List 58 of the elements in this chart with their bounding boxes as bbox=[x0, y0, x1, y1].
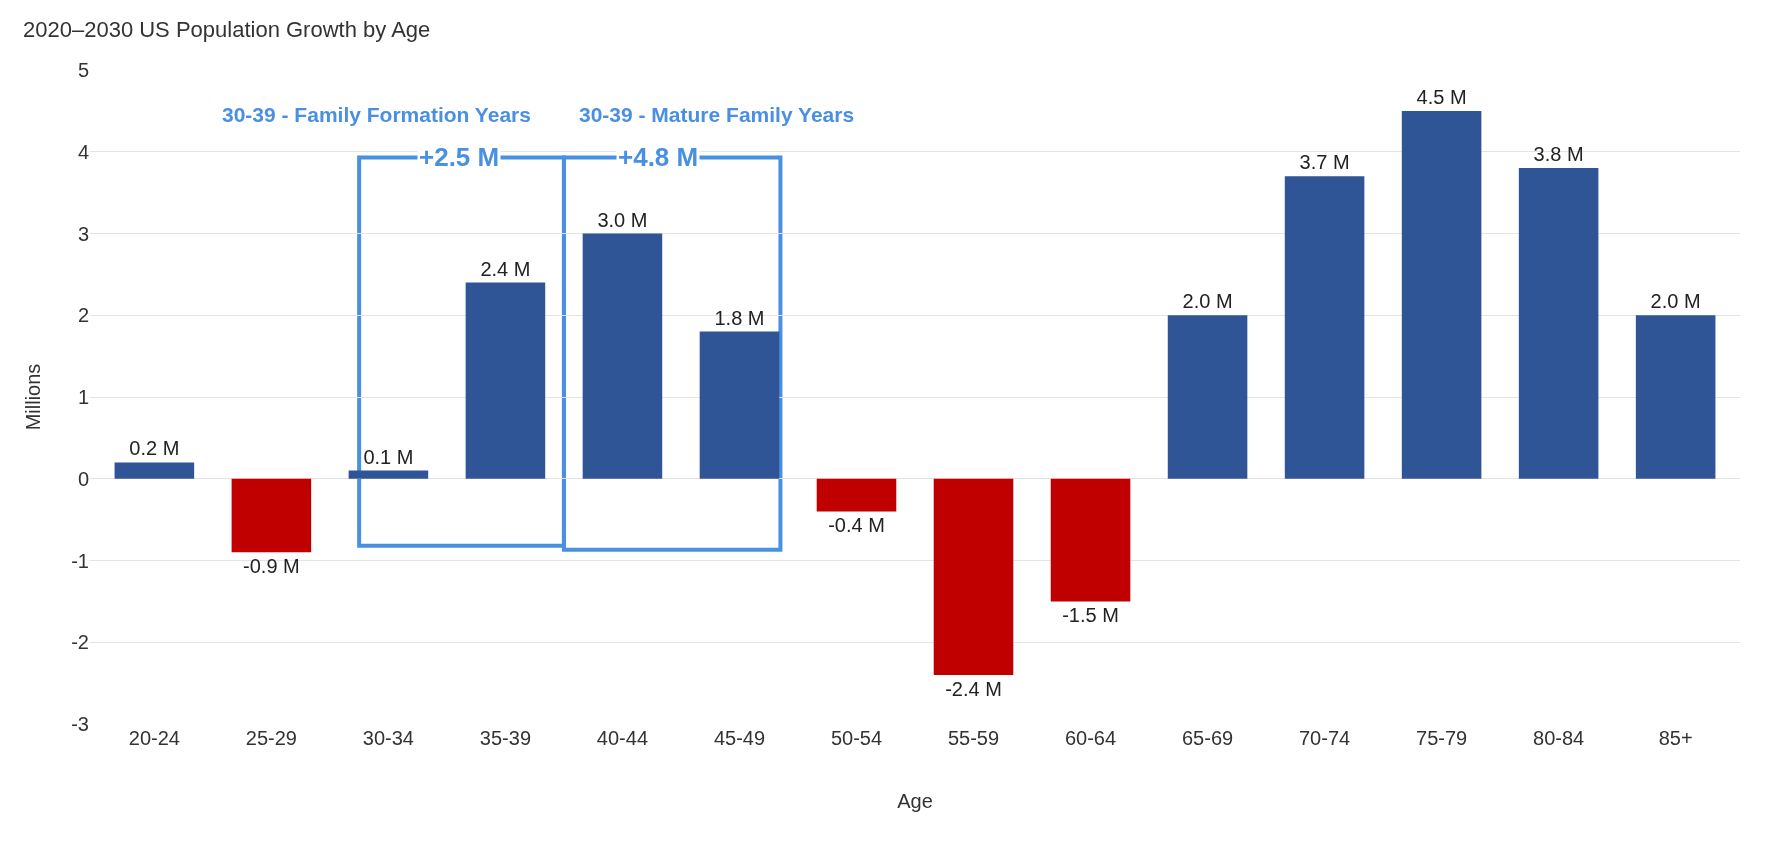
bar bbox=[1401, 110, 1482, 479]
bar bbox=[231, 478, 312, 553]
y-tick-label: -2 bbox=[71, 631, 89, 654]
annotation: 30-39 - Mature Family Years bbox=[579, 103, 855, 126]
bar bbox=[582, 233, 663, 479]
data-label: 2.0 M bbox=[1650, 290, 1701, 313]
x-tick-label: 75-79 bbox=[1416, 727, 1468, 749]
data-label: 3.8 M bbox=[1533, 143, 1584, 166]
y-axis-title: Millions bbox=[21, 363, 44, 431]
y-tick-label: -1 bbox=[71, 549, 89, 572]
bar bbox=[699, 331, 780, 479]
x-tick-label: 55-59 bbox=[947, 727, 1000, 749]
bar bbox=[1284, 176, 1365, 479]
bar bbox=[1050, 478, 1131, 602]
bar bbox=[348, 470, 429, 479]
data-label: -0.9 M bbox=[243, 555, 300, 578]
data-label: 1.8 M bbox=[714, 306, 765, 329]
y-tick-label: 0 bbox=[77, 467, 89, 490]
bar bbox=[1518, 168, 1599, 479]
data-label: -0.4 M bbox=[828, 514, 885, 537]
x-tick-label: 70-74 bbox=[1298, 727, 1351, 749]
x-tick-label: 85+ bbox=[1658, 727, 1693, 749]
bar bbox=[114, 462, 195, 479]
data-label: -1.5 M bbox=[1062, 604, 1119, 627]
chart-title: 2020–2030 US Population Growth by Age bbox=[23, 16, 431, 42]
y-tick-label: 4 bbox=[77, 140, 89, 163]
y-tick-label: -3 bbox=[71, 713, 89, 735]
x-tick-label: 50-54 bbox=[830, 727, 883, 749]
bar bbox=[1167, 315, 1248, 479]
bar bbox=[465, 282, 546, 479]
x-tick-label: 35-39 bbox=[479, 727, 532, 749]
x-tick-label: 20-24 bbox=[128, 727, 180, 749]
x-tick-label: 65-69 bbox=[1181, 727, 1234, 749]
y-tick-label: 5 bbox=[77, 59, 89, 81]
bar bbox=[1635, 315, 1716, 479]
y-tick-label: 3 bbox=[77, 222, 89, 245]
data-label: 0.2 M bbox=[129, 437, 180, 460]
data-label: 3.7 M bbox=[1299, 151, 1350, 174]
y-tick-label: 2 bbox=[77, 304, 89, 327]
data-label: 4.5 M bbox=[1416, 85, 1467, 108]
annotation: +2.5 M bbox=[419, 142, 500, 172]
bar bbox=[816, 478, 897, 512]
y-tick-label: 1 bbox=[77, 386, 89, 408]
x-tick-label: 25-29 bbox=[245, 727, 297, 749]
x-tick-label: 30-34 bbox=[362, 727, 414, 749]
x-tick-label: 60-64 bbox=[1064, 727, 1117, 749]
x-tick-label: 40-44 bbox=[596, 727, 649, 749]
bar bbox=[933, 478, 1014, 675]
data-label: -2.4 M bbox=[945, 677, 1002, 700]
x-axis-title: Age bbox=[897, 789, 933, 812]
x-tick-label: 45-49 bbox=[713, 727, 766, 749]
data-label: 3.0 M bbox=[597, 208, 648, 231]
annotation: 30-39 - Family Formation Years bbox=[222, 103, 531, 126]
data-label: 2.4 M bbox=[480, 257, 531, 280]
x-tick-label: 80-84 bbox=[1533, 727, 1585, 749]
annotation: +4.8 M bbox=[618, 142, 699, 172]
data-label: 2.0 M bbox=[1182, 290, 1233, 313]
data-label: 0.1 M bbox=[363, 445, 414, 468]
